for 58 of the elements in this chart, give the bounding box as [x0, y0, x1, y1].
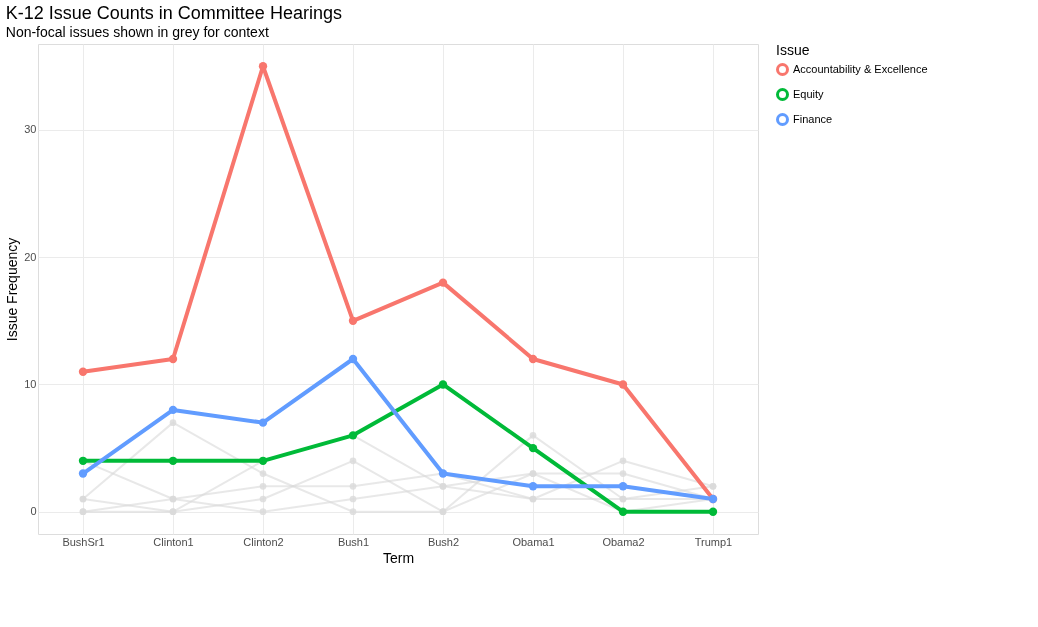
point — [259, 495, 267, 503]
x-axis-title: Term — [382, 549, 415, 566]
point — [348, 354, 358, 364]
legend-label: Finance — [793, 112, 833, 125]
point — [169, 419, 177, 426]
chart-subtitle: Non-focal issues shown in grey for context — [5, 24, 269, 40]
point — [79, 495, 87, 503]
point — [78, 469, 88, 478]
point — [349, 508, 357, 516]
point — [529, 432, 537, 439]
y-tick-label: 0 — [30, 505, 37, 518]
point — [619, 470, 627, 477]
point — [619, 495, 627, 503]
point — [259, 482, 267, 490]
x-tick-label: Obama2 — [602, 535, 645, 548]
point — [439, 482, 447, 490]
point — [349, 482, 357, 490]
y-tick-label: 10 — [24, 377, 37, 390]
point — [709, 482, 717, 490]
point — [348, 316, 358, 325]
point — [438, 278, 448, 287]
point — [258, 418, 268, 427]
x-tick-label: Bush2 — [427, 535, 460, 548]
y-axis-title: Issue Frequency — [4, 237, 21, 342]
point — [708, 507, 718, 516]
chart-title: K-12 Issue Counts in Committee Hearings — [5, 3, 342, 23]
x-tick-label: Clinton2 — [243, 535, 284, 548]
point — [618, 380, 628, 389]
point — [78, 367, 88, 376]
point — [528, 482, 538, 491]
point — [349, 495, 357, 503]
point — [528, 443, 538, 453]
point — [169, 495, 177, 503]
legend-label: Accountability & Excellence — [793, 62, 928, 75]
x-tick-label: Clinton1 — [153, 535, 194, 548]
y-tick-label: 20 — [24, 250, 37, 263]
point — [438, 380, 448, 389]
point — [618, 482, 628, 491]
x-tick-label: Bush1 — [337, 535, 370, 548]
point — [439, 508, 447, 516]
point — [619, 457, 627, 465]
point — [259, 508, 267, 516]
legend-title: Issue — [776, 42, 810, 58]
y-tick-label: 30 — [24, 123, 37, 136]
point — [528, 354, 538, 364]
legend-label: Equity — [793, 87, 825, 100]
point — [529, 470, 537, 477]
point — [349, 457, 357, 465]
x-tick-label: Trump1 — [694, 535, 733, 548]
point — [168, 456, 178, 465]
point — [168, 405, 178, 415]
x-tick-label: Obama1 — [512, 535, 555, 548]
point — [169, 508, 177, 516]
point — [79, 508, 87, 516]
point — [168, 354, 178, 364]
x-tick-label: BushSr1 — [62, 535, 105, 548]
point — [529, 495, 537, 503]
point — [259, 470, 267, 477]
